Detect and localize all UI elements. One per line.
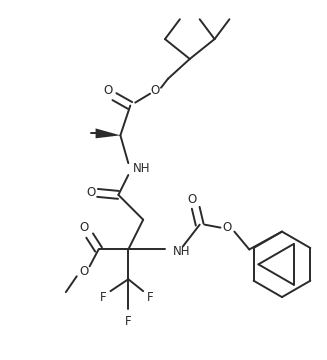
Text: NH: NH [173, 245, 190, 258]
Text: O: O [86, 186, 95, 199]
Text: NH: NH [133, 162, 151, 175]
Text: O: O [79, 221, 88, 234]
Text: O: O [104, 84, 113, 97]
Text: O: O [187, 193, 197, 206]
Text: F: F [100, 291, 107, 303]
Text: F: F [125, 315, 131, 328]
Polygon shape [95, 129, 120, 138]
Text: O: O [79, 265, 88, 278]
Text: O: O [150, 84, 160, 97]
Text: F: F [147, 291, 153, 303]
Text: O: O [223, 221, 232, 234]
